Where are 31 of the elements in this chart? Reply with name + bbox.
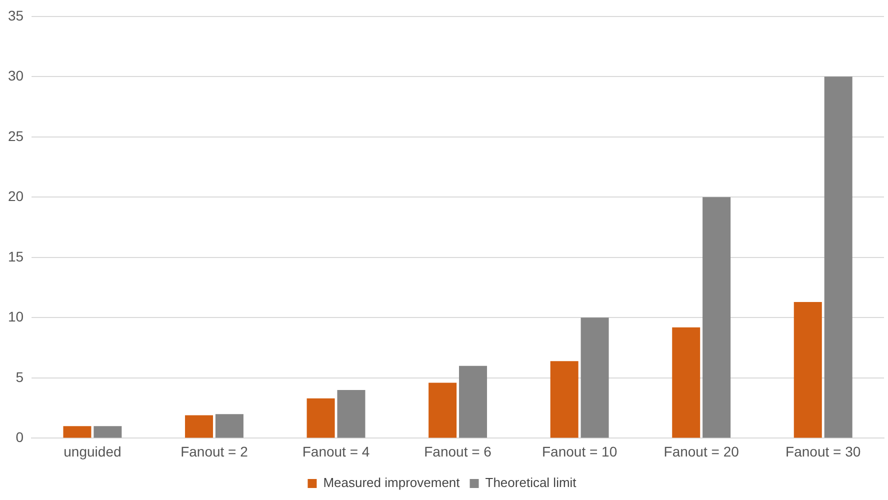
bar bbox=[63, 426, 92, 438]
bar bbox=[337, 390, 366, 438]
legend-label: Theoretical limit bbox=[485, 475, 577, 490]
bar bbox=[672, 327, 700, 438]
bar bbox=[459, 366, 488, 438]
bar bbox=[215, 414, 244, 438]
y-tick-label: 20 bbox=[8, 188, 24, 204]
bar bbox=[824, 76, 852, 438]
x-tick-label: Fanout = 2 bbox=[180, 443, 248, 460]
y-tick-label: 30 bbox=[8, 68, 24, 84]
x-tick-label: Fanout = 20 bbox=[664, 443, 740, 460]
legend-label: Measured improvement bbox=[323, 475, 460, 490]
y-tick-label: 10 bbox=[8, 308, 24, 325]
y-tick-label: 25 bbox=[8, 128, 24, 144]
x-tick-label: Fanout = 6 bbox=[424, 443, 492, 460]
y-tick-label: 15 bbox=[8, 248, 24, 264]
y-tick-label: 0 bbox=[16, 429, 24, 446]
bar bbox=[580, 318, 609, 438]
bar bbox=[428, 382, 457, 438]
x-tick-label: Fanout = 30 bbox=[786, 443, 861, 460]
bar bbox=[794, 302, 822, 438]
y-tick-label: 35 bbox=[8, 7, 24, 24]
x-tick-label: unguided bbox=[64, 443, 122, 460]
x-tick-label: Fanout = 10 bbox=[542, 443, 618, 460]
bar bbox=[702, 197, 731, 438]
y-tick-label: 5 bbox=[16, 368, 24, 385]
x-tick-label: Fanout = 4 bbox=[302, 443, 370, 460]
bar bbox=[185, 415, 214, 438]
bar bbox=[550, 361, 578, 438]
bar bbox=[306, 398, 335, 438]
bar bbox=[94, 426, 122, 438]
